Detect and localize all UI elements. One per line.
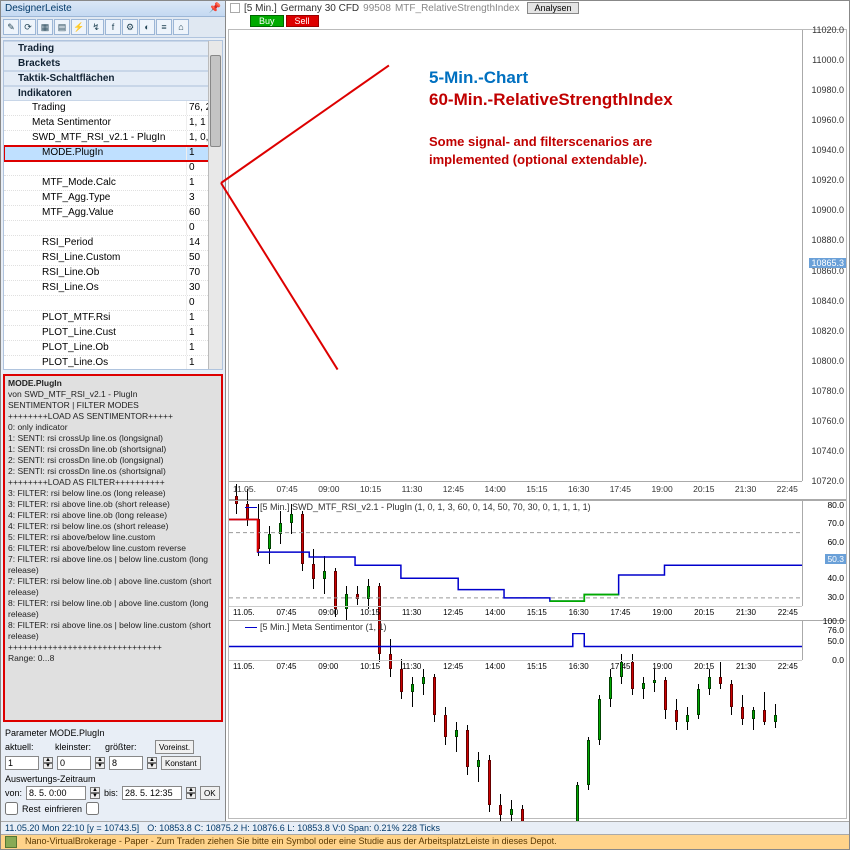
einfrieren-checkbox[interactable] [86,802,99,815]
lbl-bis: bis: [104,788,118,798]
kleinster-input[interactable] [57,756,91,770]
spin-down-icon[interactable]: ▼ [95,763,105,769]
lbl-aktuell: aktuell: [5,742,51,752]
tree-row[interactable]: PLOT_Line.Ob1 [4,341,222,356]
tb-icon[interactable]: ✎ [3,19,19,35]
pin-icon[interactable]: 📌 [209,3,221,14]
x-axis: 11.05.07:4509:0010:1511:3012:4514:0015:1… [229,481,802,499]
tb-icon[interactable]: ↯ [88,19,104,35]
tree-section[interactable]: Trading [4,41,222,56]
tree-row[interactable]: SWD_MTF_RSI_v2.1 - PlugIn1, 0, .. [4,131,222,146]
rsi-subchart[interactable]: [5 Min.] SWD_MTF_RSI_v2.1 - PlugIn (1, 0… [229,500,846,620]
sub1-yaxis: 80.070.060.050.340.030.0 [802,501,846,606]
tree-row[interactable]: PLOT_Line.Os1 [4,356,222,370]
tree-section[interactable]: Indikatoren [4,86,222,101]
annot-title2: 60-Min.-RelativeStrengthIndex [429,90,673,110]
tb-icon[interactable]: ≡ [156,19,172,35]
param-title: Parameter MODE.PlugIn [5,728,221,738]
panel-title: DesignerLeiste [5,3,72,14]
tree-row[interactable]: MTF_Agg.Value60 [4,206,222,221]
tb-icon[interactable]: ⌂ [173,19,189,35]
chart-tf: [5 Min.] [244,3,277,14]
tb-icon[interactable]: ⚙ [122,19,138,35]
lbl-einfrieren: einfrieren [45,804,83,814]
tree-section[interactable]: Taktik-Schaltflächen [4,71,222,86]
chart-symbol: Germany 30 CFD [281,3,359,14]
meta-subchart[interactable]: [5 Min.] Meta Sentimentor (1, 1) 100.076… [229,620,846,674]
tb-icon[interactable]: ▦ [37,19,53,35]
status-ohlc: O: 10853.8 C: 10875.2 H: 10876.6 L: 1085… [147,823,440,833]
tree-row[interactable]: PLOT_MTF.Rsi1 [4,311,222,326]
analysen-button[interactable]: Analysen [527,2,578,14]
parameter-box: Parameter MODE.PlugIn aktuell: kleinster… [3,726,223,819]
broker-icon [5,836,17,848]
tree-row[interactable]: Meta Sentimentor1, 1 [4,116,222,131]
lbl-groesster: größter: [105,742,151,752]
desc-title: MODE.PlugIn [8,378,62,388]
main-chart[interactable]: 5-Min.-Chart 60-Min.-RelativeStrengthInd… [229,30,846,500]
tb-icon[interactable]: ▤ [54,19,70,35]
tree-row[interactable]: MTF_Agg.Type3 [4,191,222,206]
tree-row[interactable]: 0 [4,296,222,311]
tb-icon[interactable]: ⚡ [71,19,87,35]
tree-row[interactable]: MODE.PlugIn1 [4,146,222,161]
lbl-rest: Rest [22,804,41,814]
spin-down-icon[interactable]: ▼ [147,763,157,769]
ok-button[interactable]: OK [200,786,220,800]
spin-down-icon[interactable]: ▼ [43,763,53,769]
tb-icon[interactable]: ◐ [139,19,155,35]
sub1-xaxis: 11.05.07:4509:0010:1511:3012:4514:0015:1… [229,606,802,620]
tree-row[interactable]: PLOT_Line.Cust1 [4,326,222,341]
tree-row[interactable]: RSI_Period14 [4,236,222,251]
left-toolbar: ✎ ⟳ ▦ ▤ ⚡ ↯ f ⚙ ◐ ≡ ⌂ [1,17,225,38]
chart-icon [230,3,240,13]
annot-text2: implemented (optional extendable). [429,152,647,167]
tree-row[interactable]: 0 [4,161,222,176]
chart-panel: [5 Min.] Germany 30 CFD 99508 MTF_Relati… [226,1,849,821]
ausw-title: Auswertungs-Zeitraum [5,774,221,784]
spin-down-icon[interactable]: ▼ [186,793,196,799]
sub2-title: [5 Min.] Meta Sentimentor (1, 1) [260,622,387,632]
y-axis: 11020.011000.010980.010960.010940.010920… [802,30,846,481]
voreinst-button[interactable]: Voreinst. [155,740,194,754]
designer-panel: DesignerLeiste 📌 ✎ ⟳ ▦ ▤ ⚡ ↯ f ⚙ ◐ ≡ ⌂ T… [1,1,226,821]
chart-code: 99508 [363,3,391,14]
tb-icon[interactable]: ⟳ [20,19,36,35]
aktuell-input[interactable] [5,756,39,770]
annot-text1: Some signal- and filterscenarios are [429,134,652,149]
status-broker: Nano-VirtualBrokerage - Paper - Zum Trad… [25,836,557,848]
chart-ind: MTF_RelativeStrengthIndex [395,3,520,14]
status-datetime: 11.05.20 Mon 22:10 [y = 10743.5] [5,823,139,833]
sub2-xaxis: 11.05.07:4509:0010:1511:3012:4514:0015:1… [229,660,802,674]
von-input[interactable] [26,786,86,800]
bis-input[interactable] [122,786,182,800]
buy-button[interactable]: Buy [250,15,284,27]
lbl-von: von: [5,788,22,798]
groesster-input[interactable] [109,756,143,770]
scrollbar[interactable] [208,41,222,369]
spin-down-icon[interactable]: ▼ [90,793,100,799]
tree-row[interactable]: MTF_Mode.Calc1 [4,176,222,191]
tree-section[interactable]: Brackets [4,56,222,71]
indicator-tree[interactable]: Trading Brackets Taktik-Schaltflächen In… [3,40,223,370]
sub1-title: [5 Min.] SWD_MTF_RSI_v2.1 - PlugIn (1, 0… [260,502,591,512]
tree-row[interactable]: Trading76, 2.. [4,101,222,116]
konstant-button[interactable]: Konstant [161,756,201,770]
tree-row[interactable]: RSI_Line.Os30 [4,281,222,296]
status-bar-2: Nano-VirtualBrokerage - Paper - Zum Trad… [1,834,849,849]
status-bar-1: 11.05.20 Mon 22:10 [y = 10743.5] O: 1085… [1,821,849,834]
rest-checkbox[interactable] [5,802,18,815]
tree-row[interactable]: RSI_Line.Custom50 [4,251,222,266]
tree-row[interactable]: RSI_Line.Ob70 [4,266,222,281]
annot-title1: 5-Min.-Chart [429,68,528,88]
mode-description: MODE.PlugIn von SWD_MTF_RSI_v2.1 - PlugI… [3,374,223,722]
tree-row[interactable]: 0 [4,221,222,236]
tb-icon[interactable]: f [105,19,121,35]
sell-button[interactable]: Sell [286,15,319,27]
lbl-kleinster: kleinster: [55,742,101,752]
sub2-yaxis: 100.076.050.00.0 [802,621,846,660]
